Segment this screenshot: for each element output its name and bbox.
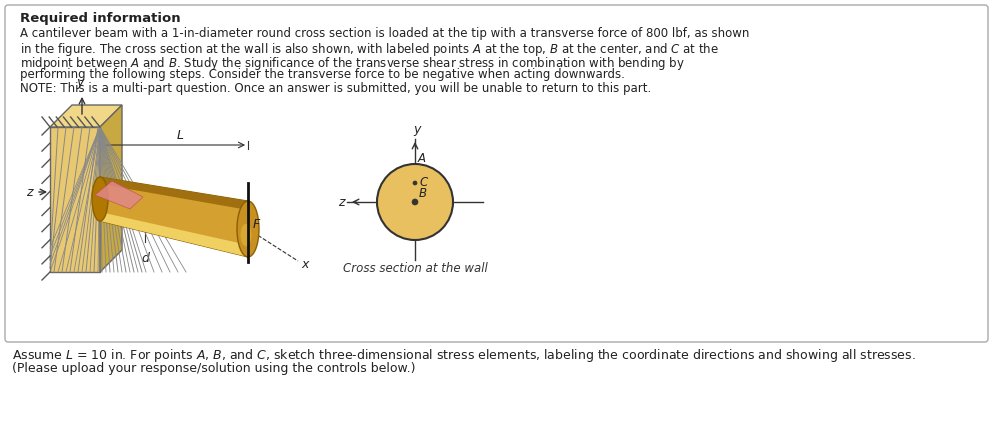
Text: A: A [418,152,426,165]
Polygon shape [100,177,248,210]
Text: (Please upload your response/solution using the controls below.): (Please upload your response/solution us… [12,362,415,375]
Text: $L$: $L$ [176,129,184,142]
Circle shape [412,199,418,205]
Text: y: y [76,76,83,89]
Text: A cantilever beam with a 1-in-diameter round cross section is loaded at the tip : A cantilever beam with a 1-in-diameter r… [20,27,750,40]
Text: midpoint between $A$ and $B$. Study the significance of the transverse shear str: midpoint between $A$ and $B$. Study the … [20,55,685,72]
Text: $x$: $x$ [301,257,311,270]
Text: Required information: Required information [20,12,181,25]
Polygon shape [100,105,122,272]
Text: B: B [419,187,427,200]
Text: y: y [413,123,421,136]
Text: F: F [253,218,260,231]
Text: Assume $L$ = 10 in. For points $A$, $B$, and $C$, sketch three-dimensional stres: Assume $L$ = 10 in. For points $A$, $B$,… [12,347,916,364]
Polygon shape [100,212,248,257]
Ellipse shape [92,177,108,221]
Text: in the figure. The cross section at the wall is also shown, with labeled points : in the figure. The cross section at the … [20,41,719,58]
Text: Cross section at the wall: Cross section at the wall [343,262,488,275]
Ellipse shape [237,201,259,257]
Text: z: z [27,186,33,198]
Text: d: d [141,252,149,265]
Circle shape [413,181,417,185]
Text: performing the following steps. Consider the transverse force to be negative whe: performing the following steps. Consider… [20,68,625,81]
Polygon shape [50,127,100,272]
Text: C: C [419,177,427,190]
Text: NOTE: This is a multi-part question. Once an answer is submitted, you will be un: NOTE: This is a multi-part question. Onc… [20,82,651,95]
Circle shape [377,164,453,240]
Polygon shape [50,105,122,127]
Ellipse shape [240,224,251,246]
Text: z: z [339,195,345,208]
FancyBboxPatch shape [5,5,988,342]
Polygon shape [100,177,248,257]
Polygon shape [95,181,143,209]
